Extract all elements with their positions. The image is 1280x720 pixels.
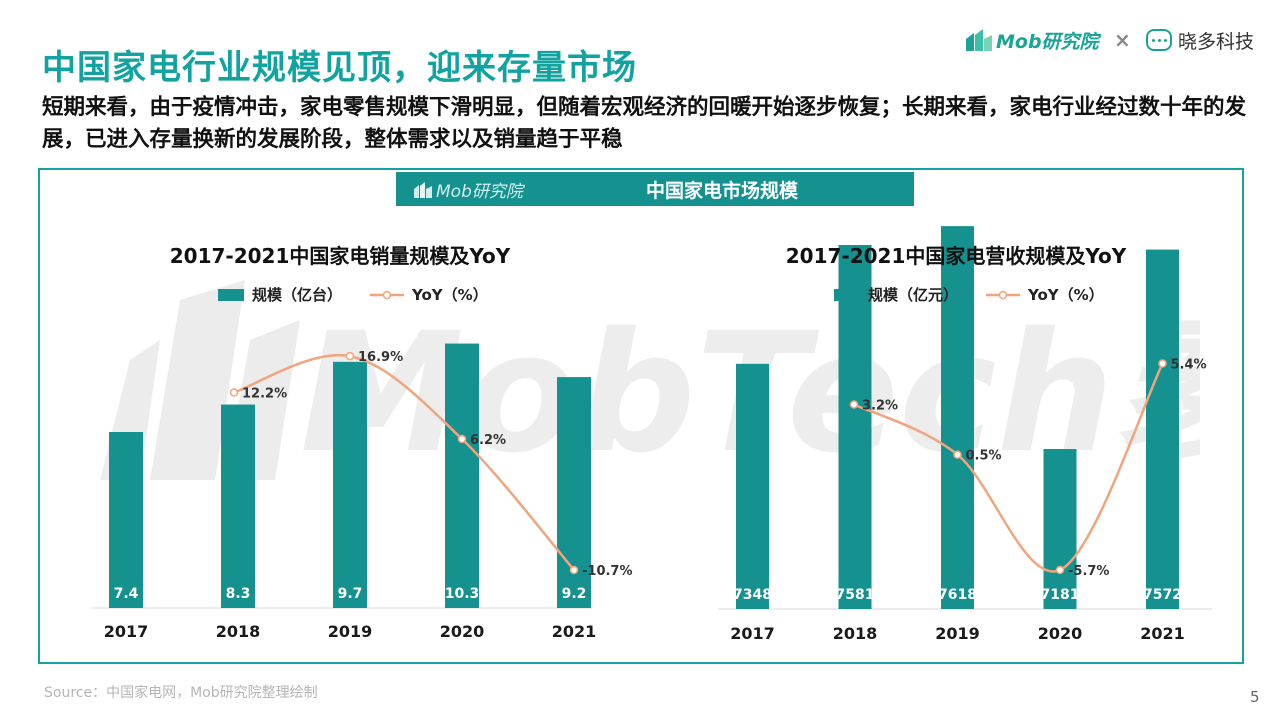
brand-separator: ×	[1114, 28, 1131, 52]
x-tick-label: 2021	[1140, 624, 1185, 643]
bar-value-label: 10.3	[445, 586, 480, 602]
bar-2021	[1146, 249, 1179, 609]
yoy-value-label: 16.9%	[358, 350, 403, 365]
x-tick-label: 2020	[440, 622, 485, 641]
yoy-point	[953, 450, 962, 459]
bar-value-label: 9.2	[562, 586, 587, 602]
bar-value-label: 8.3	[226, 586, 251, 602]
line-swatch	[986, 290, 1021, 299]
chart-2-legend: 规模（亿元） YoY（%）	[834, 284, 1104, 305]
page-number: 5	[1250, 688, 1260, 706]
mob-brand-name: Mob研究院	[996, 30, 1099, 53]
bar-2020	[1043, 449, 1077, 609]
yoy-point	[457, 434, 467, 444]
x-tick-label: 2019	[328, 622, 373, 641]
yoy-line	[233, 353, 575, 571]
yoy-point	[1055, 565, 1065, 575]
partner-brand-name: 晓多科技	[1178, 30, 1255, 53]
bar-2019	[941, 226, 974, 609]
bar-2020	[445, 343, 479, 608]
x-tick-label: 2017	[104, 622, 149, 641]
yoy-point	[849, 400, 859, 409]
chart-2-title: 2017-2021中国家电营收规模及YoY	[785, 244, 1127, 268]
x-tick-label: 2021	[552, 622, 597, 641]
bar-2019	[333, 361, 367, 608]
bar-value-label: 7581	[836, 587, 875, 603]
chart-1-title: 2017-2021中国家电销量规模及YoY	[169, 244, 511, 268]
yoy-point	[1158, 359, 1167, 368]
chart-1-legend: 规模（亿台） YoY（%）	[218, 284, 488, 305]
panel-logo-text: Mob研究院	[436, 182, 523, 202]
mob-logo-icon	[414, 181, 432, 198]
yoy-point	[345, 351, 355, 361]
legend-bar-label: 规模（亿台）	[252, 286, 343, 304]
yoy-value-label: -10.7%	[582, 564, 633, 579]
chart-panel	[38, 168, 1244, 664]
yoy-line	[853, 362, 1164, 573]
mob-brand-logo: Mob研究院	[966, 22, 1099, 58]
bar-swatch	[218, 288, 244, 301]
bar-value-label: 9.7	[338, 586, 363, 602]
yoy-value-label: -5.7%	[1068, 564, 1109, 579]
bar-value-label: 7618	[938, 587, 977, 603]
yoy-point	[569, 565, 579, 575]
partner-brand-logo: 晓多科技	[1146, 22, 1254, 58]
bar-value-label: 7572	[1143, 587, 1182, 603]
x-tick-label: 2019	[935, 624, 980, 643]
line-swatch	[370, 290, 405, 299]
bar-2017	[109, 432, 143, 608]
source-note: Source：中国家电网，Mob研究院整理绘制	[44, 685, 318, 701]
panel-logo: Mob研究院	[414, 177, 523, 202]
legend-line-label: YoY（%）	[1028, 286, 1104, 304]
legend-bar-label: 规模（亿元）	[868, 286, 959, 304]
bar-value-label: 7.4	[114, 586, 139, 602]
yoy-value-label: 12.2%	[242, 387, 287, 402]
bar-swatch	[834, 288, 860, 301]
yoy-value-label: 5.4%	[1171, 358, 1207, 373]
x-tick-label: 2020	[1038, 624, 1083, 643]
x-tick-label: 2017	[730, 624, 775, 643]
yoy-value-label: 6.2%	[470, 433, 506, 448]
bar-2017	[736, 363, 769, 609]
chat-bubble-icon	[1146, 29, 1172, 51]
panel-title: 中国家电市场规模	[646, 180, 799, 202]
page-subtitle: 短期来看，由于疫情冲击，家电零售规模下滑明显，但随着宏观经济的回暖开始逐步恢复；…	[42, 95, 1247, 152]
yoy-value-label: 0.5%	[966, 449, 1002, 464]
yoy-value-label: 3.2%	[862, 398, 898, 413]
page-title: 中国家电行业规模见顶，迎来存量市场	[42, 48, 637, 88]
panel-header: Mob研究院 中国家电市场规模	[396, 172, 914, 206]
x-tick-label: 2018	[833, 624, 878, 643]
legend-line-label: YoY（%）	[412, 286, 488, 304]
bar-value-label: 7181	[1041, 587, 1080, 603]
x-tick-label: 2018	[216, 622, 261, 641]
bar-2018	[838, 245, 872, 609]
mob-logo-icon	[966, 29, 992, 51]
bar-2018	[221, 404, 255, 608]
yoy-point	[229, 388, 239, 397]
bar-value-label: 7348	[733, 587, 772, 603]
